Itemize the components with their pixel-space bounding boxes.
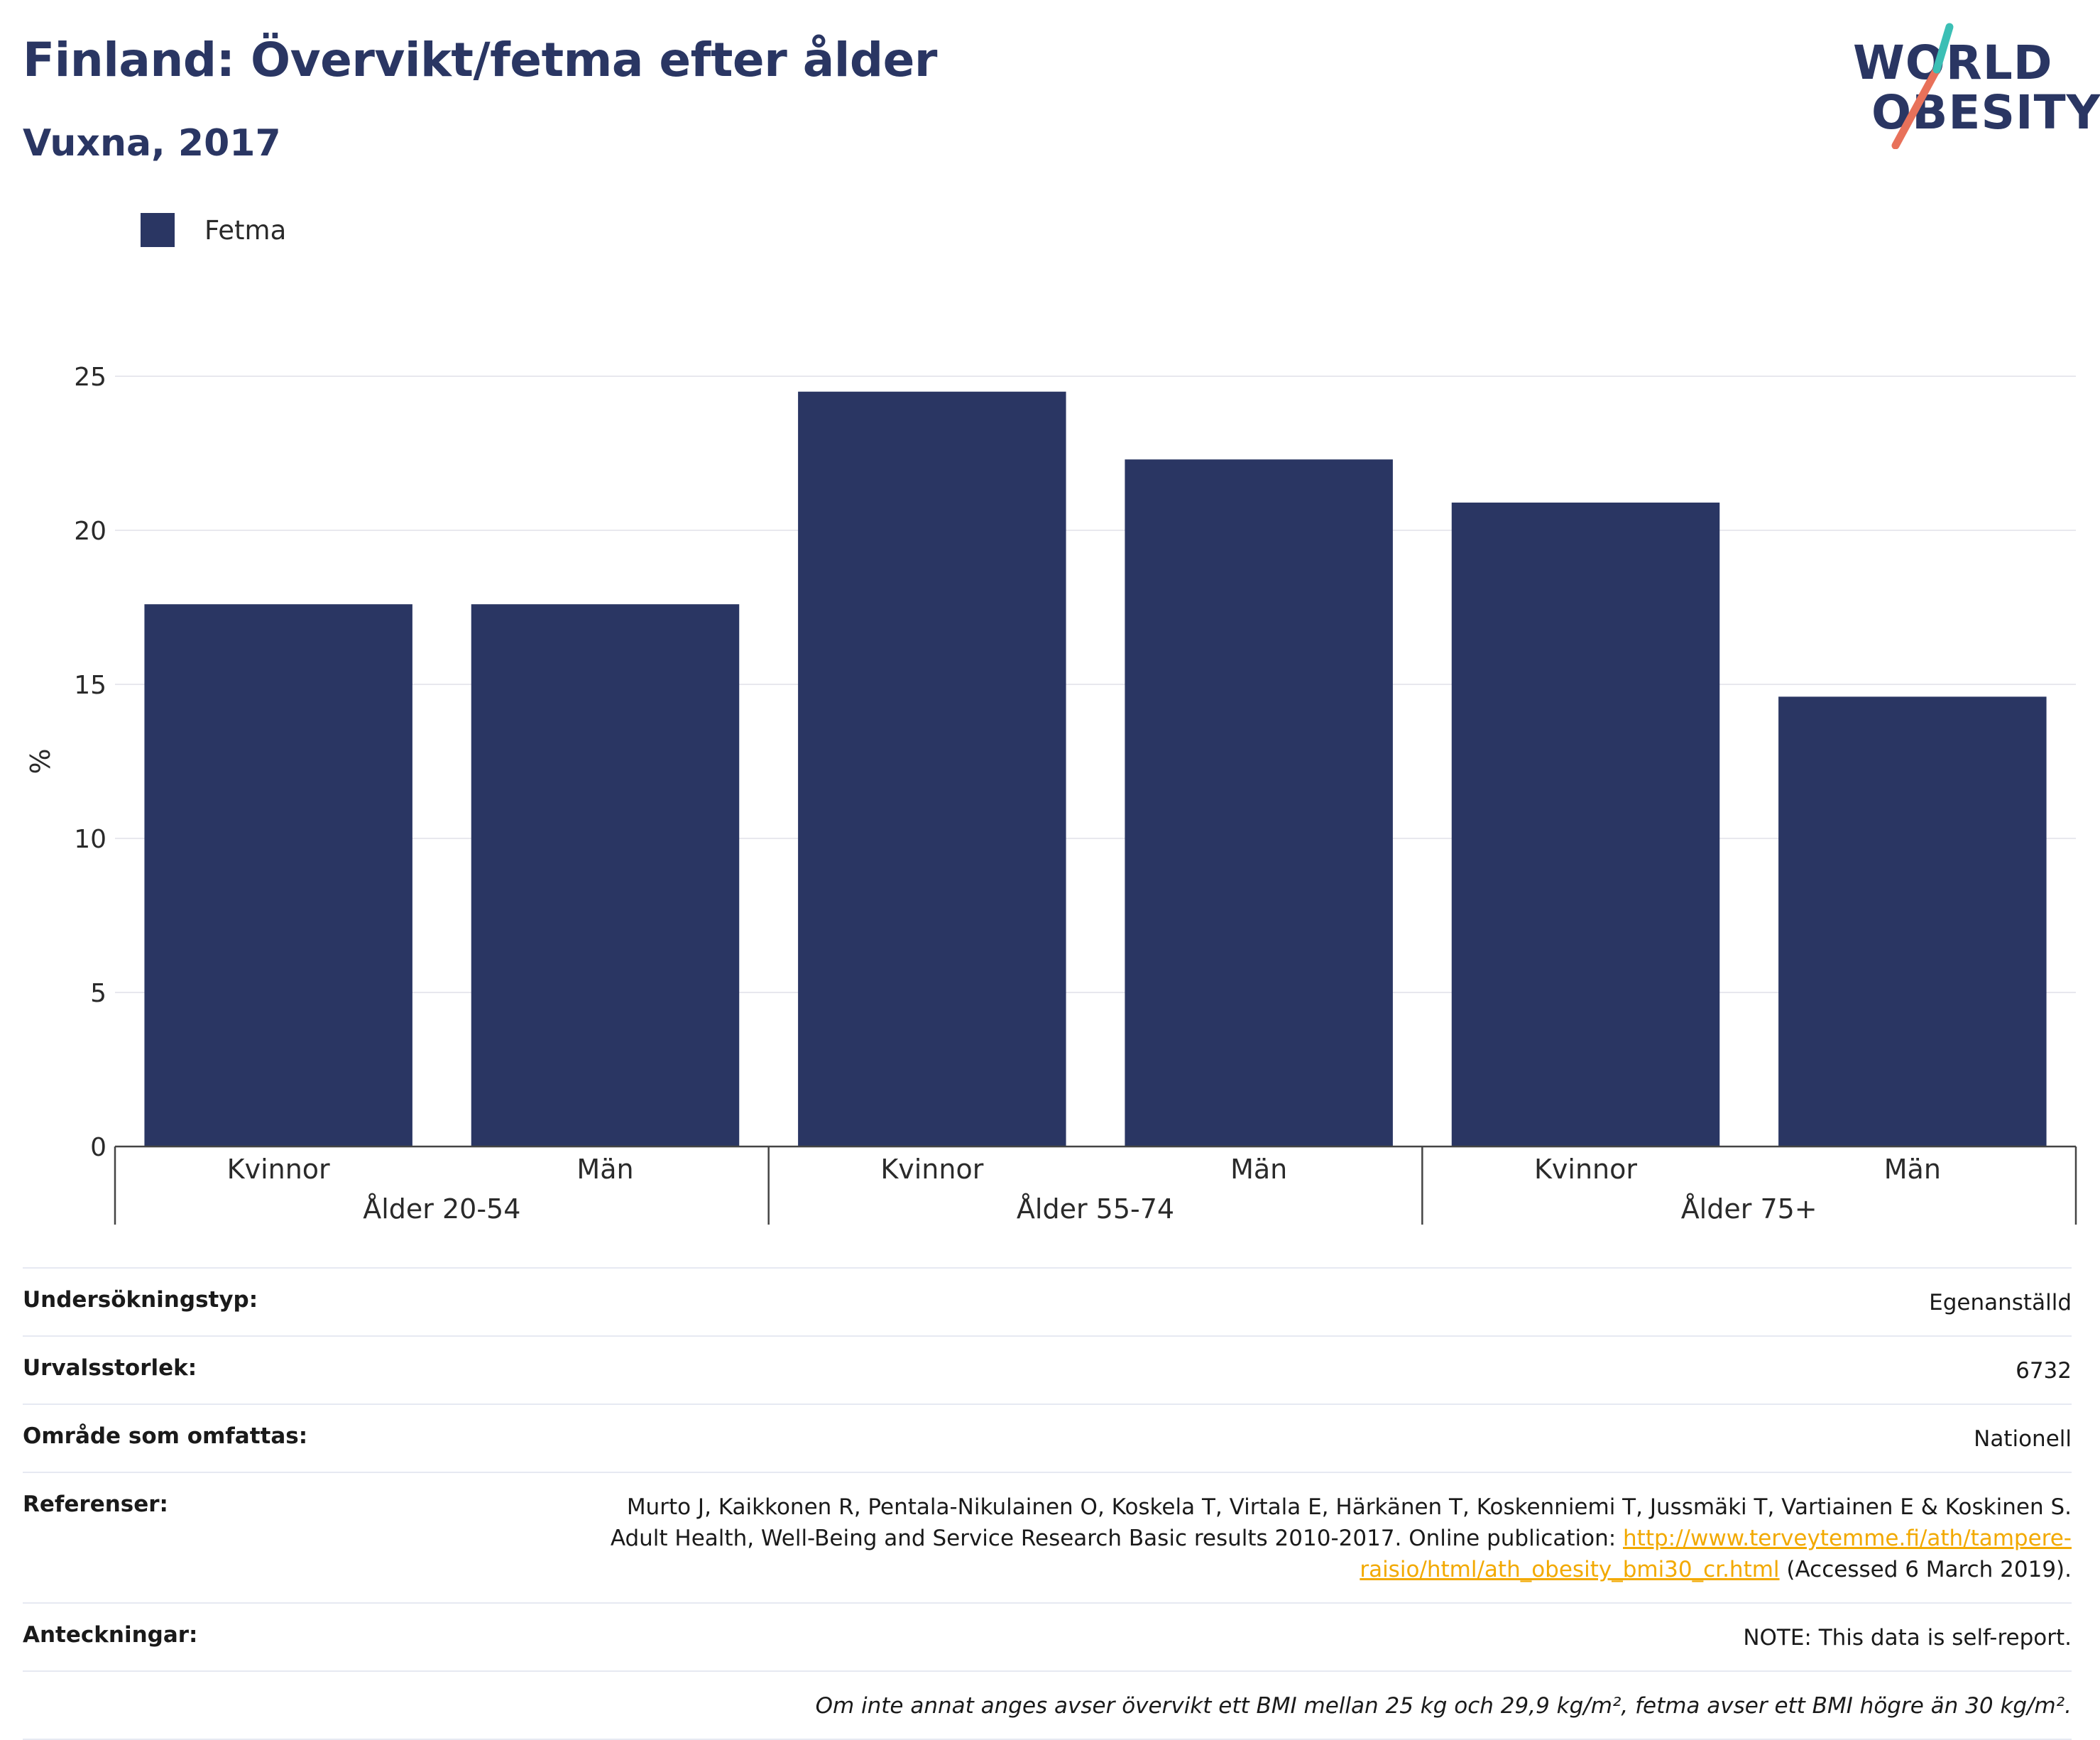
info-row-notes: Anteckningar: NOTE: This data is self-re… bbox=[23, 1602, 2072, 1670]
info-row-survey-type: Undersökningstyp: Egenanställd bbox=[23, 1267, 2072, 1335]
survey-type-label: Undersökningstyp: bbox=[23, 1287, 258, 1313]
x-group-label-2: Ålder 75+ bbox=[1681, 1193, 1817, 1225]
references-text-1: Murto J, Kaikkonen R, Pentala-Nikulainen… bbox=[626, 1494, 2072, 1520]
x-category-label-0-1: Män bbox=[576, 1154, 633, 1185]
bar-0-0 bbox=[144, 604, 412, 1147]
x-category-label-2-0: Kvinnor bbox=[1534, 1154, 1637, 1185]
world-obesity-logo: WORLD OBESITY bbox=[1853, 21, 2100, 149]
logo-line-1: WORLD bbox=[1853, 35, 2053, 90]
references-text-2: Adult Health, Well-Being and Service Res… bbox=[610, 1526, 1624, 1551]
notes-label: Anteckningar: bbox=[23, 1622, 198, 1648]
references-suffix: (Accessed 6 March 2019). bbox=[1779, 1557, 2072, 1582]
y-tick-label-20: 20 bbox=[74, 517, 106, 546]
y-tick-label-0: 0 bbox=[90, 1133, 106, 1162]
info-row-area: Område som omfattas: Nationell bbox=[23, 1404, 2072, 1472]
legend-label-fetma: Fetma bbox=[204, 214, 287, 246]
info-row-sample-size: Urvalsstorlek: 6732 bbox=[23, 1335, 2072, 1404]
info-row-references: Referenser: Murto J, Kaikkonen R, Pental… bbox=[23, 1472, 2072, 1602]
sample-size-value: 6732 bbox=[2016, 1358, 2072, 1384]
references-label: Referenser: bbox=[23, 1492, 168, 1517]
sample-size-label: Urvalsstorlek: bbox=[23, 1355, 197, 1381]
x-category-label-2-1: Män bbox=[1884, 1154, 1941, 1185]
y-axis-label: % bbox=[25, 748, 56, 774]
page-subtitle: Vuxna, 2017 bbox=[23, 122, 281, 165]
y-tick-label-10: 10 bbox=[74, 825, 106, 854]
references-link[interactable]: http://www.terveytemme.fi/ath/tampere-ra… bbox=[1360, 1526, 2072, 1582]
x-category-label-1-1: Män bbox=[1230, 1154, 1287, 1185]
x-category-label-1-0: Kvinnor bbox=[880, 1154, 983, 1185]
bar-1-1 bbox=[1125, 459, 1393, 1147]
area-value: Nationell bbox=[1974, 1426, 2072, 1452]
x-group-label-0: Ålder 20-54 bbox=[363, 1193, 520, 1225]
info-row-footnote: Om inte annat anges avser övervikt ett B… bbox=[23, 1670, 2072, 1739]
bar-chart: 0 5 10 15 20 25% Kvinnor Män Ålder 20-54 Kvinnor M… bbox=[25, 363, 2077, 1225]
area-label: Område som omfattas: bbox=[23, 1423, 308, 1449]
page-title: Finland: Övervikt/fetma efter ålder bbox=[23, 33, 937, 87]
y-tick-label-25: 25 bbox=[74, 363, 106, 392]
notes-value: NOTE: This data is self-report. bbox=[1743, 1625, 2072, 1651]
x-category-label-0-0: Kvinnor bbox=[227, 1154, 330, 1185]
bar-2-0 bbox=[1451, 502, 1720, 1147]
y-tick-label-15: 15 bbox=[74, 671, 106, 700]
bar-0-1 bbox=[471, 604, 740, 1147]
references-value: Murto J, Kaikkonen R, Pentala-Nikulainen… bbox=[439, 1492, 2072, 1585]
logo-slash-icon bbox=[1891, 23, 1954, 149]
legend-swatch-fetma bbox=[141, 213, 175, 247]
bar-2-1 bbox=[1778, 696, 2047, 1147]
bar-1-0 bbox=[798, 391, 1066, 1147]
info-table: Undersökningstyp: Egenanställd Urvalssto… bbox=[23, 1267, 2072, 1740]
y-tick-label-5: 5 bbox=[90, 979, 106, 1008]
survey-type-value: Egenanställd bbox=[1929, 1290, 2072, 1315]
x-group-label-1: Ålder 55-74 bbox=[1017, 1193, 1174, 1225]
footnote-text: Om inte annat anges avser övervikt ett B… bbox=[815, 1693, 2072, 1719]
chart-legend: Fetma bbox=[141, 213, 286, 247]
